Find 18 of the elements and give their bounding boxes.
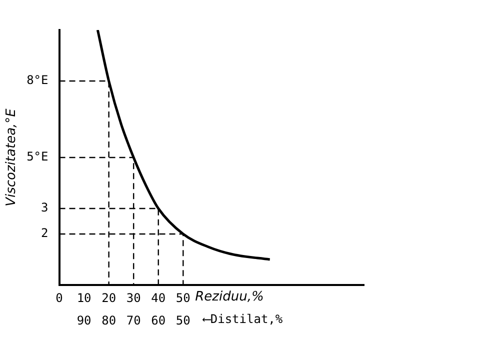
y-tick-label: 5°E <box>26 150 48 164</box>
y-tick-label: 2 <box>41 226 48 240</box>
x-tick-label: 30 <box>126 291 141 306</box>
x2-tick-label: 60 <box>151 313 166 328</box>
x2-tick-label: 50 <box>176 313 190 328</box>
y-tick-label: 3 <box>41 200 48 215</box>
x-tick-label: 20 <box>102 291 116 306</box>
x2-tick-label: 80 <box>102 313 116 328</box>
x-axis-title: Reziduu,% <box>195 289 264 304</box>
x-tick-label: 10 <box>76 291 92 306</box>
x-tick-label: 50 <box>176 291 190 306</box>
y-axis-title: Viscozitatea,°E <box>4 108 20 206</box>
x2-tick-label: 70 <box>126 313 141 328</box>
x2-tick-label: 90 <box>76 313 92 328</box>
y-tick-label: 8°E <box>26 73 48 88</box>
x2-axis-title: ⟵Distilat,% <box>202 312 284 326</box>
x-tick-label: 0 <box>56 291 63 306</box>
x-tick-label: 40 <box>151 291 166 306</box>
